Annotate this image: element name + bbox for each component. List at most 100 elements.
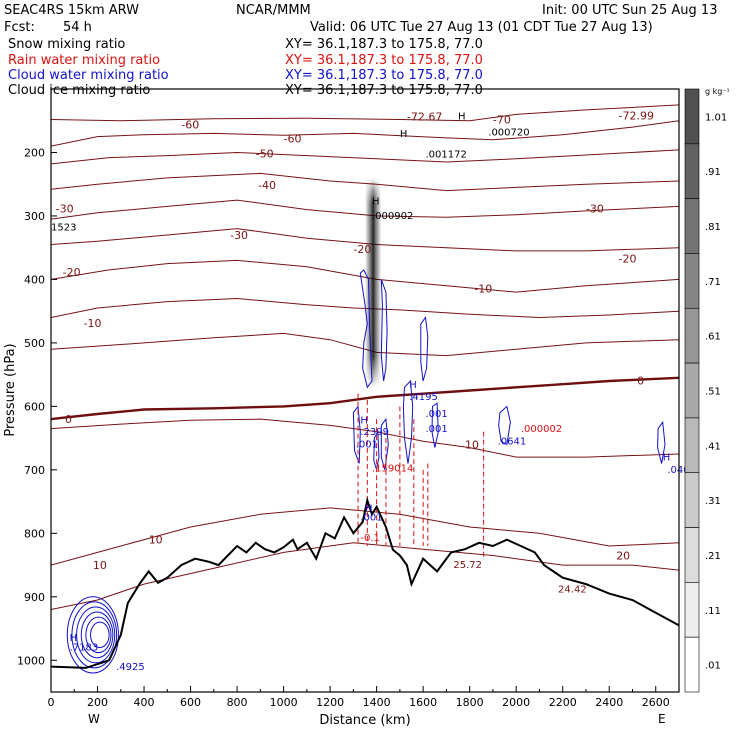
- contour-label: -70: [493, 113, 511, 126]
- x-tick-label: 0: [48, 696, 55, 709]
- maximum-label: .2399: [360, 427, 389, 438]
- field-ice-name: Cloud ice mixing ratio: [8, 83, 150, 98]
- colorbar-bin: [684, 307, 700, 364]
- contour-label: -20: [619, 252, 637, 265]
- x-tick-label: 800: [227, 696, 248, 709]
- contour-label: -60: [284, 133, 302, 146]
- colorbar-label: .31: [705, 496, 721, 507]
- cloud-water-contour: [420, 316, 429, 382]
- temperature-contour: [51, 259, 679, 293]
- colorbar-label: .91: [705, 167, 721, 178]
- cloud-water-contour: [657, 420, 666, 464]
- contour-label: -10: [84, 317, 102, 330]
- x-tick-label: 200: [87, 696, 108, 709]
- cloud-water-contour: [85, 616, 112, 654]
- cloud-ice-plume: [365, 177, 382, 388]
- x-tick-label: 1800: [456, 696, 484, 709]
- x-tick-label: 1400: [363, 696, 391, 709]
- colorbar-bin: [684, 362, 700, 419]
- maximum-label: 1523: [51, 223, 76, 234]
- contour-label: -30: [56, 202, 74, 215]
- header: SEAC4RS 15km ARW Fcst: 54 h NCAR/MMM Ini…: [4, 3, 717, 98]
- colorbar-label: .21: [705, 551, 721, 562]
- contour-label: 10: [149, 534, 163, 547]
- colorbar-bin: [684, 88, 700, 145]
- colorbar-label: .01: [705, 661, 721, 672]
- colorbar-label: .61: [705, 332, 721, 343]
- colorbar-bin: [684, 417, 700, 474]
- maximum-label: .001: [356, 440, 378, 451]
- maximum-label: .7183: [70, 643, 99, 654]
- fcst-value: 54 h: [63, 20, 92, 35]
- temperature-contour: [51, 120, 679, 147]
- maximum-label: H: [372, 197, 380, 208]
- contour-label: -20: [353, 243, 371, 256]
- x-tick-label: 2400: [595, 696, 623, 709]
- init-time: Init: 00 UTC Sun 25 Aug 13: [542, 3, 717, 18]
- contour-label: -60: [181, 119, 199, 132]
- x-tick-label: 2000: [502, 696, 530, 709]
- temperature-contour: [51, 297, 679, 319]
- cloud-water-contour: [359, 269, 373, 389]
- cloud-water-contour: [90, 621, 110, 649]
- x-tick-label: 1000: [270, 696, 298, 709]
- plot-frame: [50, 88, 680, 693]
- cloud-water-contour: [402, 379, 414, 464]
- y-axis-label: Pressure (hPa): [3, 343, 18, 436]
- colorbar-unit: g kg⁻¹: [705, 87, 730, 96]
- cloud-water-contour: [380, 279, 388, 382]
- field-snow-xy: XY= 36.1,187.3 to 175.8, 77.0: [285, 37, 483, 52]
- y-tick-label: 600: [24, 400, 45, 413]
- y-tick-label: 1000: [17, 654, 45, 667]
- contour-label: 20: [616, 550, 630, 563]
- colorbar-bin: [684, 198, 700, 254]
- maximum-label: .001172: [425, 150, 466, 161]
- colorbar-label: .51: [705, 387, 721, 398]
- colorbar: 1.01 .91 .81 .71 .61 .51 .41 .31 .21 .11 .01: [684, 88, 727, 693]
- contour-label: -72.67: [407, 110, 442, 123]
- x-end-label-west: W: [88, 712, 100, 726]
- cloud-water-contour: [431, 402, 439, 448]
- contour-label: 0: [637, 374, 644, 387]
- contour-label: -30: [586, 202, 604, 215]
- temperature-contour: [51, 149, 679, 165]
- maximum-label: .4195: [409, 392, 438, 403]
- maximum-label: .0641: [498, 436, 527, 447]
- colorbar-label: .11: [705, 606, 721, 617]
- cloud-water-contour: [380, 417, 389, 470]
- cloud-water-contour: [352, 405, 361, 464]
- colorbar-label: .71: [705, 277, 721, 288]
- x-tick-label: 2200: [549, 696, 577, 709]
- model-title: SEAC4RS 15km ARW: [4, 3, 139, 18]
- maximum-label: H: [663, 452, 671, 463]
- cloud-water-contour: [373, 430, 380, 470]
- contour-label: -20: [63, 266, 81, 279]
- colorbar-bin: [684, 636, 700, 693]
- valid-time: Valid: 06 UTC Tue 27 Aug 13 (01 CDT Tue …: [310, 20, 653, 35]
- maximum-label: -0.1: [360, 533, 380, 544]
- maximum-label: 24.42: [558, 584, 587, 595]
- maximum-label: H: [70, 633, 78, 644]
- x-end-label-east: E: [658, 712, 666, 726]
- maximum-label: .4925: [116, 662, 145, 673]
- y-tick-label: 800: [24, 527, 45, 540]
- center-label: NCAR/MMM: [236, 3, 311, 18]
- y-tick-label: 200: [24, 146, 45, 159]
- maximum-label: H: [365, 504, 373, 515]
- y-tick-label: 400: [24, 273, 45, 286]
- temperature-contour: [51, 542, 679, 610]
- x-tick-label: 1200: [316, 696, 344, 709]
- contour-label: 0: [65, 413, 72, 426]
- contour-label: 10: [93, 559, 107, 572]
- temperature-contour: [51, 172, 679, 192]
- y-tick-label: 900: [24, 591, 45, 604]
- colorbar-label: .41: [705, 441, 721, 452]
- temperature-contour: [51, 376, 679, 421]
- colorbar-label: .81: [705, 222, 721, 233]
- colorbar-bin: [684, 253, 700, 309]
- temperature-contour: [51, 104, 679, 122]
- cloud-water-contour: [76, 606, 116, 664]
- contour-label: -50: [256, 148, 274, 161]
- x-tick-label: 400: [134, 696, 155, 709]
